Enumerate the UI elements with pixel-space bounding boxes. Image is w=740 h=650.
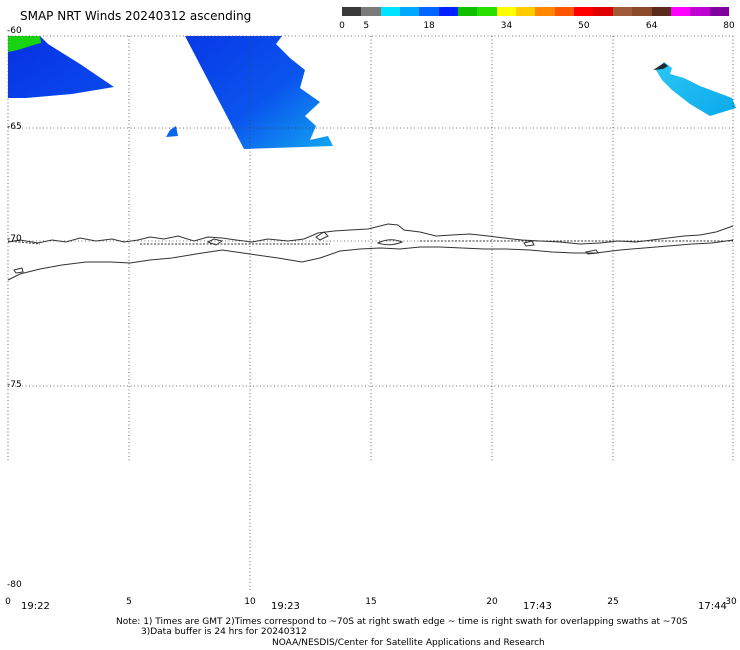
swath-time-4: 17:44 xyxy=(698,601,727,612)
colorbar-segment xyxy=(342,7,362,16)
colorbar-label: 50 xyxy=(578,21,590,31)
lon-label-0: 0 xyxy=(5,597,11,607)
swath-time-3: 17:43 xyxy=(523,601,552,612)
lat-label-70: -70 xyxy=(7,234,22,244)
swath-west xyxy=(8,36,114,98)
lon-label-10: 10 xyxy=(244,597,256,607)
colorbar-segment xyxy=(516,7,536,16)
ice-island-3 xyxy=(13,267,24,274)
lon-label-25: 25 xyxy=(607,597,619,607)
ice-hatch-1 xyxy=(7,240,41,245)
colorbar-label: 34 xyxy=(500,21,513,31)
wind-swaths xyxy=(8,36,736,149)
colorbar-segment xyxy=(554,7,575,16)
lat-label-60: -60 xyxy=(7,26,22,36)
colorbar-segment xyxy=(458,7,478,16)
colorbar-label: 5 xyxy=(363,21,370,31)
lat-label-75: -75 xyxy=(7,380,22,390)
swath-west-high-winds xyxy=(8,36,41,52)
swath-center-fragment xyxy=(166,126,178,137)
colorbar-label: 64 xyxy=(645,21,658,31)
footnote-line-1: Note: 1) Times are GMT 2)Times correspon… xyxy=(116,617,688,627)
swath-time-2: 19:23 xyxy=(271,601,300,612)
ice-island-4 xyxy=(523,240,535,247)
swath-time-1: 19:22 xyxy=(21,601,50,612)
map-title: SMAP NRT Winds 20240312 ascending xyxy=(20,9,252,23)
colorbar-segment xyxy=(670,7,691,16)
colorbar-label: 0 xyxy=(339,21,345,31)
footnote-line-2: 3)Data buffer is 24 hrs for 20240312 xyxy=(141,627,307,637)
lat-label-65: -65 xyxy=(7,122,22,132)
coastline-outer xyxy=(7,223,734,245)
lon-label-20: 20 xyxy=(486,597,498,607)
grid-lines xyxy=(7,35,734,592)
ice-island-5 xyxy=(315,231,329,241)
colorbar-segment xyxy=(438,7,459,16)
ice-island-6 xyxy=(584,249,599,255)
colorbar-segment xyxy=(361,7,381,16)
colorbar-segment xyxy=(709,7,729,16)
swath-east-dark-edge xyxy=(653,63,668,70)
colorbar-label: 18 xyxy=(423,21,435,31)
swath-east xyxy=(656,62,736,116)
antarctic-coastline xyxy=(7,223,734,281)
colorbar-segment xyxy=(400,7,420,16)
wind-speed-colorbar xyxy=(342,7,729,16)
colorbar-segment xyxy=(477,7,497,16)
lon-label-15: 15 xyxy=(365,597,377,607)
colorbar-segment xyxy=(690,7,710,16)
lon-label-5: 5 xyxy=(126,597,132,607)
ice-island-2 xyxy=(376,239,404,246)
lat-label-80: -80 xyxy=(7,580,22,590)
swath-center xyxy=(185,36,333,149)
colorbar-segment xyxy=(651,7,671,16)
coastline-inner xyxy=(7,239,734,281)
colorbar-segment xyxy=(612,7,633,16)
colorbar-label: 80 xyxy=(723,21,735,31)
colorbar-segment xyxy=(593,7,613,16)
colorbar-segment xyxy=(496,7,517,16)
ice-island-1 xyxy=(206,238,224,246)
colorbar-segment xyxy=(632,7,652,16)
colorbar-segment xyxy=(535,7,555,16)
lon-label-30: 30 xyxy=(725,597,737,607)
credit-line: NOAA/NESDIS/Center for Satellite Applica… xyxy=(272,638,545,648)
colorbar-segment xyxy=(574,7,594,16)
colorbar-segment xyxy=(419,7,439,16)
colorbar-segment xyxy=(380,7,401,16)
